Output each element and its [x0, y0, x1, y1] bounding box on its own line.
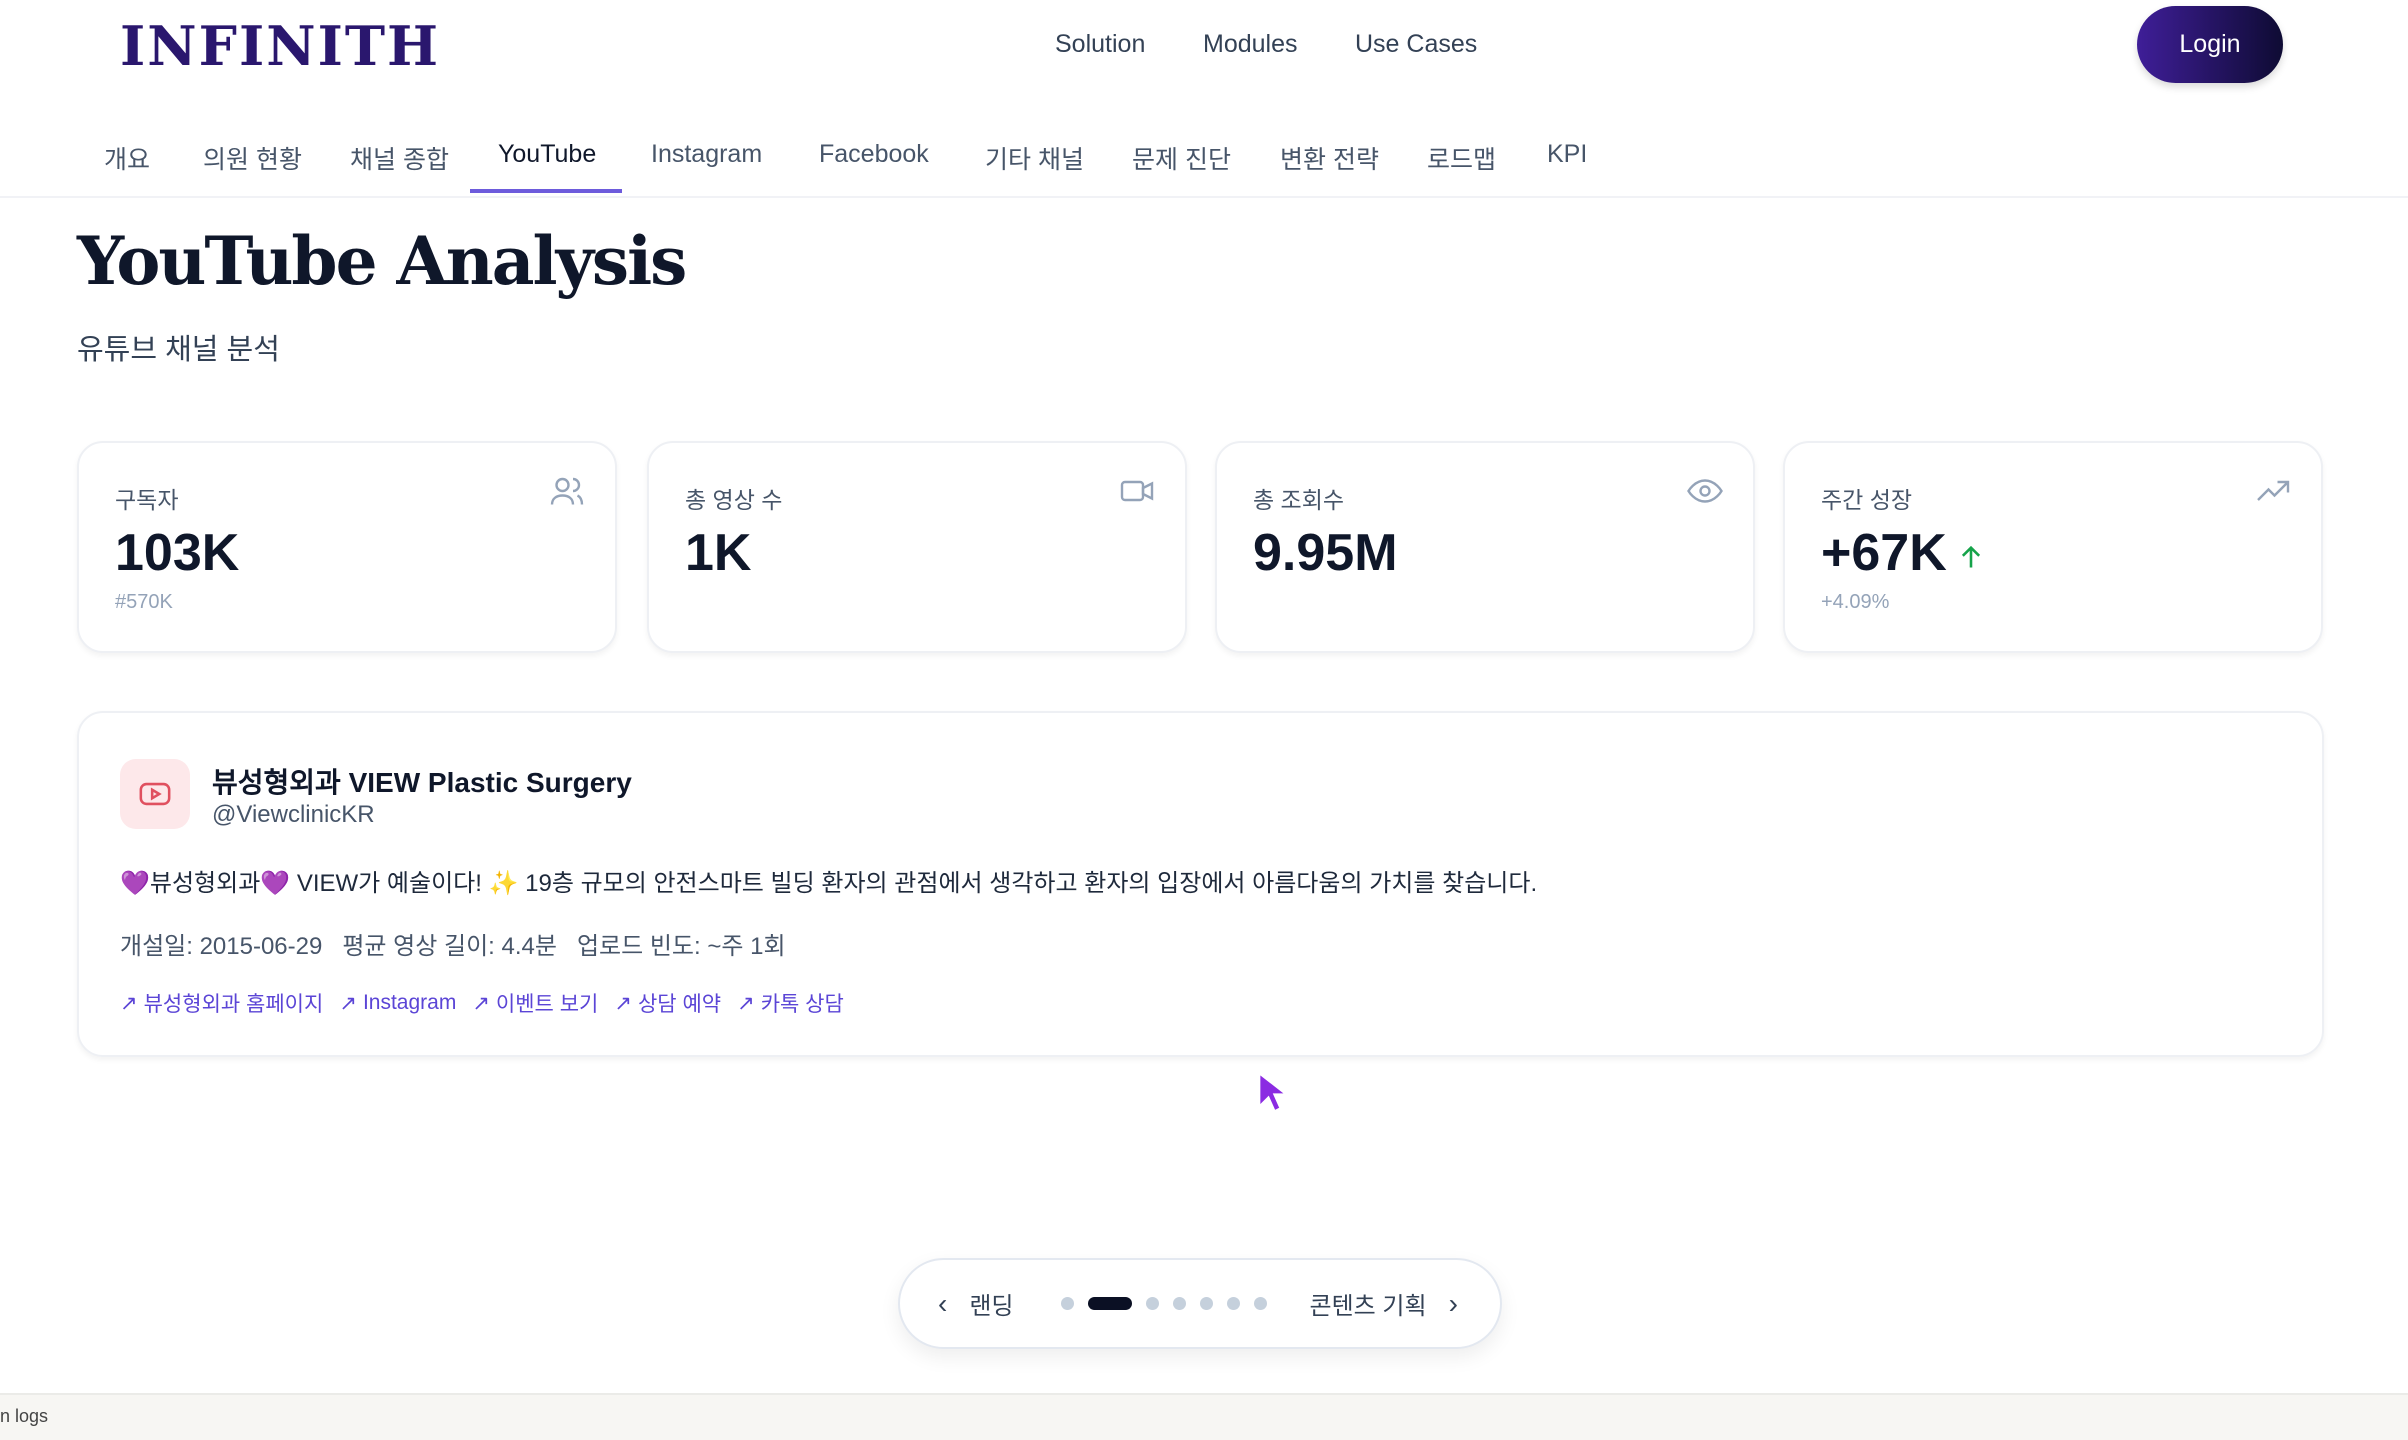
pager-dot[interactable]: [1253, 1297, 1267, 1310]
external-link-icon: ↗: [614, 991, 632, 1015]
channel-meta: 개설일: 2015-06-29 평균 영상 길이: 4.4분 업로드 빈도: ~…: [120, 933, 786, 960]
stat-sub: +4.09%: [1821, 591, 1890, 613]
eye-icon: [1687, 479, 1723, 503]
tab-channel-summary[interactable]: 채널 종합: [350, 146, 449, 174]
login-button[interactable]: Login: [2137, 6, 2283, 83]
chevron-left-icon[interactable]: ‹: [938, 1287, 948, 1319]
page-title: YouTube Analysis: [77, 222, 687, 300]
external-link-icon: ↗: [120, 991, 138, 1015]
link-label: 뷰성형외과 홈페이지: [143, 993, 324, 1016]
pager-dot[interactable]: [1145, 1297, 1159, 1310]
stat-value: 9.95M: [1253, 524, 1398, 582]
nav-modules[interactable]: Modules: [1203, 30, 1298, 58]
pager-dot[interactable]: [1226, 1297, 1240, 1310]
tab-facebook[interactable]: Facebook: [819, 140, 929, 168]
channel-description: 💜뷰성형외과💜 VIEW가 예술이다! ✨ 19층 규모의 안전스마트 빌딩 환…: [120, 870, 1538, 897]
next-section-button[interactable]: 콘텐츠 기획: [1309, 1293, 1427, 1320]
stat-label: 주간 성장: [1821, 487, 1913, 513]
tab-diagnosis[interactable]: 문제 진단: [1132, 146, 1231, 174]
chevron-right-icon[interactable]: ›: [1448, 1287, 1458, 1319]
tab-youtube[interactable]: YouTube: [498, 140, 597, 168]
stat-card-views: 총 조회수 9.95M: [1215, 441, 1755, 653]
tab-instagram[interactable]: Instagram: [651, 140, 763, 168]
stat-value: 103K: [115, 524, 240, 582]
tab-overview[interactable]: 개요: [104, 146, 151, 174]
link-label: 상담 예약: [637, 993, 722, 1016]
link-label: Instagram: [362, 991, 457, 1014]
pager-dot[interactable]: [1060, 1297, 1074, 1310]
stat-label: 총 조회수: [1253, 487, 1345, 513]
arrow-up-icon: [1961, 545, 1980, 568]
link-label: 이벤트 보기: [495, 993, 599, 1016]
logo[interactable]: INFINITH: [120, 14, 441, 78]
channel-links: ↗ 뷰성형외과 홈페이지 ↗ Instagram ↗ 이벤트 보기 ↗ 상담 예약 ↗ 카…: [120, 988, 844, 1018]
external-link-icon: ↗: [339, 991, 357, 1015]
section-tabs: 개요 의원 현황 채널 종합 YouTube Instagram Faceboo…: [0, 130, 2408, 198]
link-booking[interactable]: ↗ 상담 예약: [614, 988, 721, 1018]
stat-sub: #570K: [115, 591, 173, 613]
nav-solution[interactable]: Solution: [1055, 30, 1146, 58]
tab-clinic-status[interactable]: 의원 현황: [203, 146, 302, 174]
stat-value-text: +67K: [1821, 524, 1947, 582]
tab-kpi[interactable]: KPI: [1547, 140, 1588, 168]
external-link-icon: ↗: [472, 991, 490, 1015]
channel-profile-card: 뷰성형외과 VIEW Plastic Surgery @ViewclinicKR…: [77, 711, 2324, 1057]
stat-value: +67K: [1821, 523, 1985, 583]
video-icon: [1120, 480, 1154, 502]
pager-dot[interactable]: [1172, 1297, 1186, 1310]
stat-card-subscribers: 구독자 103K #570K: [77, 441, 617, 653]
stat-card-weekly-growth: 주간 성장 +67K +4.09%: [1783, 441, 2323, 653]
youtube-icon: [120, 759, 190, 829]
channel-name: 뷰성형외과 VIEW Plastic Surgery: [212, 767, 632, 798]
link-label: 카톡 상담: [760, 993, 844, 1016]
mouse-cursor-icon: [1258, 1070, 1290, 1113]
tab-roadmap[interactable]: 로드맵: [1427, 146, 1497, 174]
active-tab-indicator: [470, 189, 622, 193]
pager-dot[interactable]: [1199, 1297, 1213, 1310]
stat-label: 구독자: [115, 487, 179, 513]
link-events[interactable]: ↗ 이벤트 보기: [472, 988, 598, 1018]
nav-use-cases[interactable]: Use Cases: [1355, 30, 1478, 58]
link-instagram[interactable]: ↗ Instagram: [339, 988, 456, 1018]
channel-handle: @ViewclinicKR: [212, 801, 375, 828]
trending-up-icon: [2257, 480, 2290, 501]
section-pager: ‹ 랜딩 콘텐츠 기획 ›: [898, 1258, 1502, 1349]
link-kakao[interactable]: ↗ 카톡 상담: [737, 988, 844, 1018]
users-icon: [550, 477, 584, 505]
stat-card-videos: 총 영상 수 1K: [647, 441, 1187, 653]
stat-value: 1K: [685, 524, 752, 582]
logs-label[interactable]: n logs: [0, 1406, 49, 1426]
tab-strategy[interactable]: 변환 전략: [1280, 146, 1379, 174]
stat-label: 총 영상 수: [685, 487, 783, 513]
page-subtitle: 유튜브 채널 분석: [77, 334, 280, 366]
link-homepage[interactable]: ↗ 뷰성형외과 홈페이지: [120, 988, 323, 1018]
prev-section-button[interactable]: 랜딩: [969, 1293, 1014, 1320]
external-link-icon: ↗: [737, 991, 755, 1015]
bottom-bar: [0, 1393, 2408, 1440]
tab-other-channels[interactable]: 기타 채널: [985, 146, 1084, 174]
pager-dot-active[interactable]: [1087, 1297, 1132, 1310]
